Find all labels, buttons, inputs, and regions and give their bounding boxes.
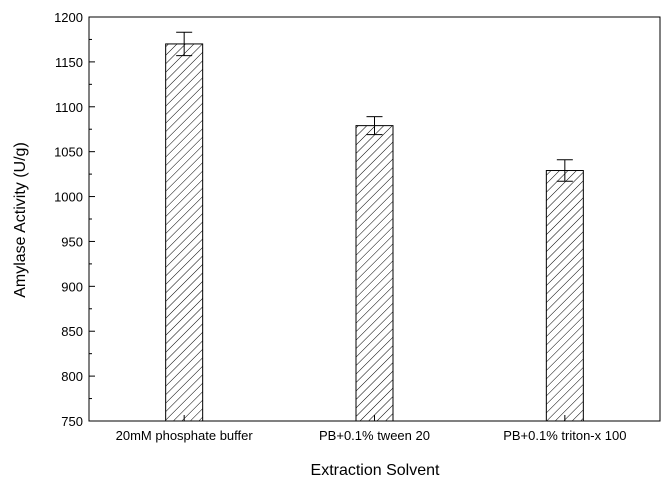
y-tick-label: 1150 xyxy=(55,55,83,70)
bar xyxy=(165,43,204,422)
y-tick-label: 750 xyxy=(61,414,83,429)
y-tick-label: 1000 xyxy=(54,190,83,205)
x-tick-label: 20mM phosphate buffer xyxy=(116,428,254,443)
y-tick-label: 800 xyxy=(61,369,83,384)
y-tick-label: 1200 xyxy=(54,10,83,25)
bar xyxy=(355,125,394,422)
axes-layer: 750 800 850 900 950 1000 1050 1100 1150 1200 20mM … xyxy=(54,10,661,443)
y-tick-label: 850 xyxy=(61,324,83,339)
y-tick-label: 900 xyxy=(61,279,83,294)
x-axis-title: Extraction Solvent xyxy=(311,462,441,479)
y-axis-title: Amylase Activity (U/g) xyxy=(12,142,29,298)
bars-layer xyxy=(165,31,584,422)
x-tick-label: PB+0.1% tween 20 xyxy=(319,428,430,443)
bar xyxy=(545,170,584,422)
y-tick-label: 950 xyxy=(61,234,83,249)
y-tick-label: 1100 xyxy=(55,100,83,115)
y-tick-label: 1050 xyxy=(54,145,83,160)
x-tick-label: PB+0.1% triton-x 100 xyxy=(503,428,626,443)
